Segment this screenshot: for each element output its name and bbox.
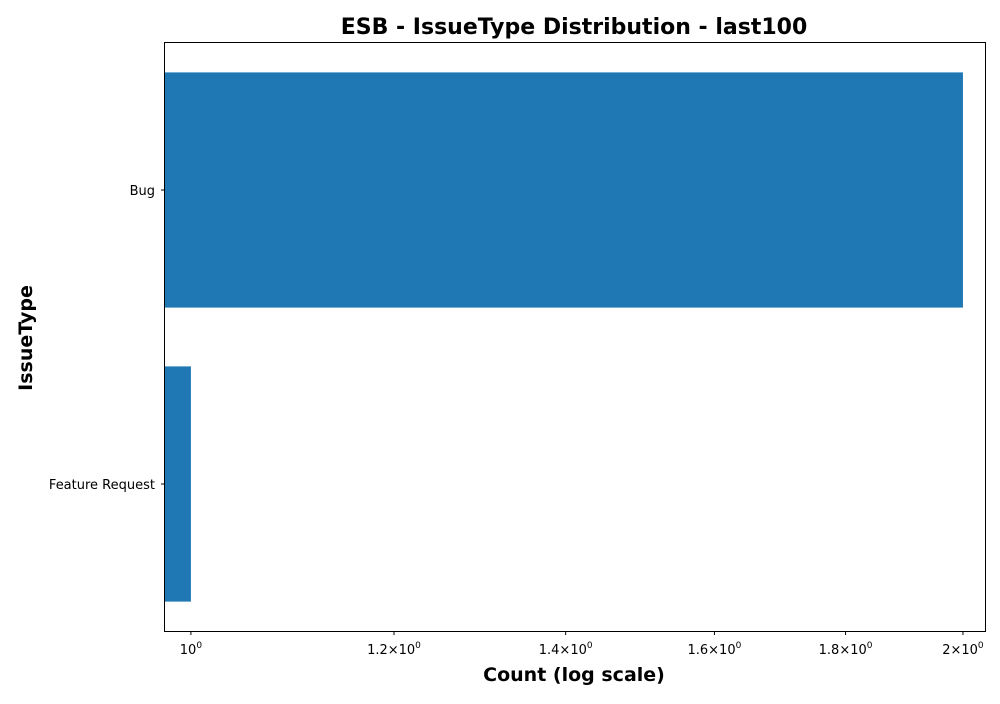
y-tick-label: Feature Request (49, 478, 155, 493)
y-axis-label: IssueType (15, 285, 37, 391)
x-ticks-layer: 100 1.2×100 1.4×100 1.6×100 1.8×100 2×100 (180, 631, 984, 658)
x-tick-label: 1.4×100 (539, 641, 593, 658)
x-tick-label: 2×100 (942, 641, 984, 658)
x-tick-label: 1.2×100 (367, 641, 421, 658)
bar-bug (165, 72, 963, 308)
plot-frame (164, 42, 986, 632)
y-tick-label: Bug (130, 184, 155, 199)
x-tick-label: 100 (180, 641, 203, 658)
x-axis-label: Count (log scale) (483, 664, 665, 686)
x-tick-label: 1.6×100 (687, 641, 741, 658)
chart-title: ESB - IssueType Distribution - last100 (341, 15, 808, 40)
bars-layer (165, 72, 963, 602)
y-ticks-layer: Bug Feature Request (49, 184, 165, 493)
x-tick-label: 1.8×100 (819, 641, 873, 658)
bar-feature-request (165, 366, 191, 602)
